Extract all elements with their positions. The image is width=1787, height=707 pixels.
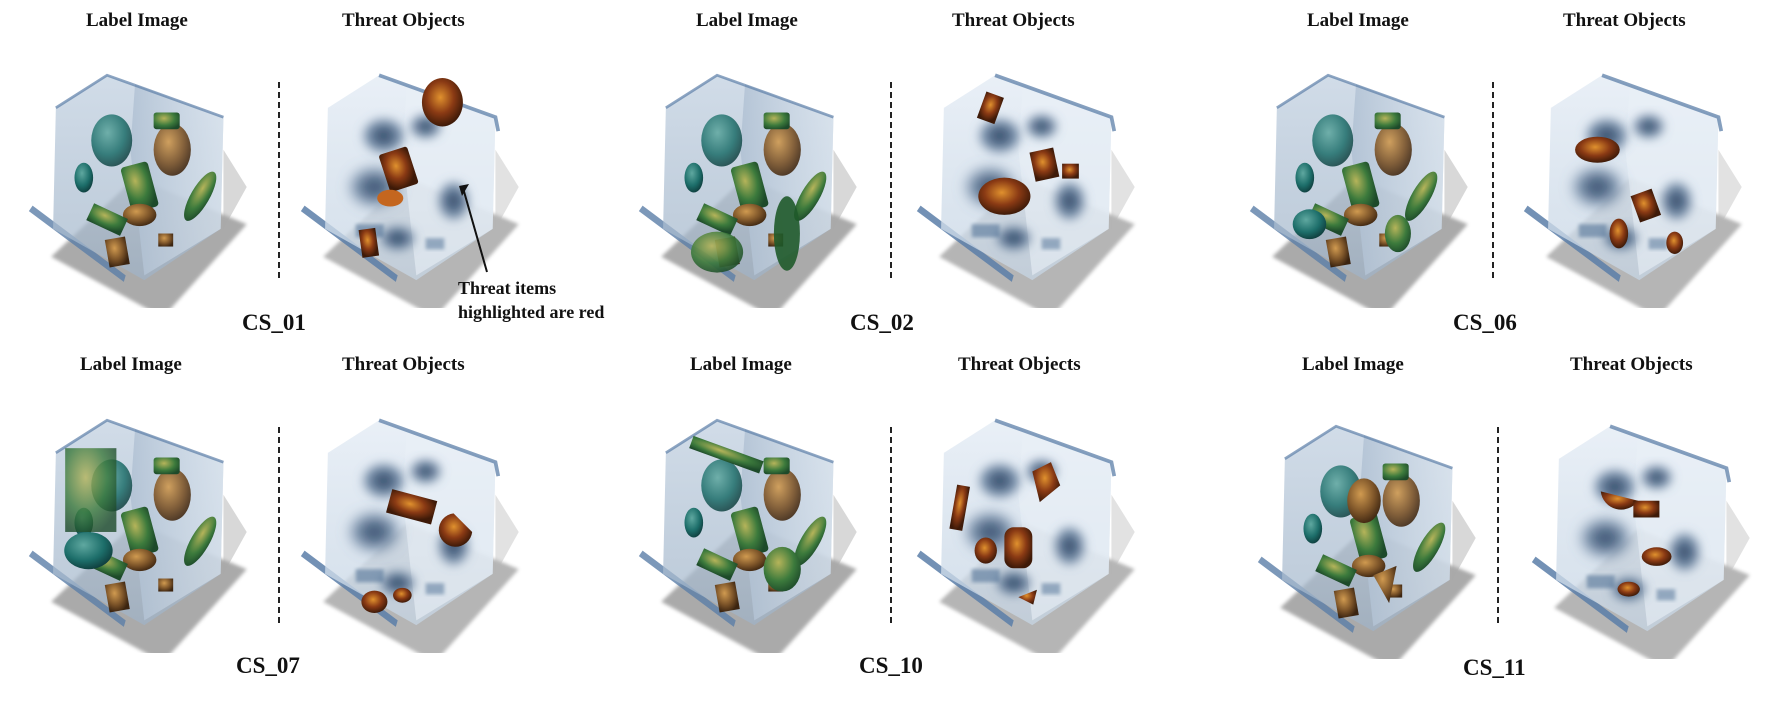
threat-item	[361, 590, 388, 613]
dashed-divider	[1497, 427, 1499, 623]
threat-objects-render	[898, 38, 1148, 308]
case-panel-cs06: Label Image Threat Objects CS_06	[1195, 0, 1785, 350]
threat-objects-title: Threat Objects	[342, 354, 465, 375]
case-panel-cs11: Label Image Threat Objects CS_11	[1195, 345, 1785, 695]
threat-item	[1666, 231, 1684, 254]
case-id: CS_11	[1463, 655, 1526, 680]
threat-objects-render	[898, 383, 1148, 653]
annotation-line-2: highlighted are red	[458, 302, 605, 322]
threat-item	[1029, 147, 1060, 182]
dashed-divider	[278, 82, 280, 278]
threat-item	[1032, 462, 1061, 503]
label-image-title: Label Image	[80, 354, 182, 375]
annotation-note: Threat items highlighted are red	[458, 276, 604, 324]
threat-item	[1630, 188, 1662, 223]
threat-item	[393, 587, 412, 603]
threat-item	[1575, 136, 1620, 163]
threat-item	[1018, 589, 1037, 605]
threat-objects-title: Threat Objects	[1563, 10, 1686, 31]
threat-objects-render	[282, 383, 532, 653]
threat-item	[1004, 527, 1033, 569]
threat-item	[978, 177, 1031, 215]
threat-item	[1641, 547, 1672, 566]
label-image-render	[1239, 389, 1489, 659]
dashed-divider	[890, 82, 892, 278]
threat-objects-render	[1505, 38, 1755, 308]
threat-item	[377, 189, 404, 207]
threat-item	[976, 91, 1004, 125]
annotation-arrow	[459, 184, 488, 273]
case-id: CS_10	[859, 653, 923, 678]
annotation-line-1: Threat items	[458, 278, 557, 298]
threat-item	[1600, 491, 1638, 510]
threat-objects-title: Threat Objects	[1570, 354, 1693, 375]
threat-item	[974, 537, 997, 564]
label-image-title: Label Image	[696, 10, 798, 31]
threat-item	[379, 146, 419, 192]
label-image-title: Label Image	[86, 10, 188, 31]
label-image-render	[1231, 38, 1481, 308]
threat-item	[949, 484, 970, 531]
label-image-render	[10, 38, 260, 308]
threat-item	[1617, 581, 1640, 597]
threat-item	[1062, 163, 1079, 179]
label-image-title: Label Image	[1302, 354, 1404, 375]
case-id: CS_06	[1453, 310, 1517, 335]
label-image-render	[620, 38, 870, 308]
case-panel-cs02: Label Image Threat Objects CS_02	[610, 0, 1200, 350]
case-id: CS_01	[242, 310, 306, 335]
threat-item	[1633, 500, 1660, 518]
label-image-title: Label Image	[1307, 10, 1409, 31]
label-image-render	[10, 383, 260, 653]
label-image-render	[620, 383, 870, 653]
threat-objects-title: Threat Objects	[952, 10, 1075, 31]
threat-objects-render	[1513, 389, 1763, 659]
dashed-divider	[1492, 82, 1494, 278]
dashed-divider	[278, 427, 280, 623]
threat-objects-render	[282, 38, 532, 308]
case-id: CS_07	[236, 653, 300, 678]
threat-item	[386, 489, 438, 525]
dashed-divider	[890, 427, 892, 623]
label-image-title: Label Image	[690, 354, 792, 375]
case-panel-cs01: Label Image Threat Objects Threat items …	[0, 0, 604, 350]
threat-item	[358, 227, 380, 258]
threat-item	[1609, 218, 1629, 249]
threat-objects-title: Threat Objects	[958, 354, 1081, 375]
case-panel-cs07: Label Image Threat Objects CS_07	[0, 345, 590, 695]
threat-item	[421, 78, 463, 127]
case-id: CS_02	[850, 310, 914, 335]
threat-item	[438, 513, 473, 547]
case-panel-cs10: Label Image Threat Objects CS_10	[610, 345, 1200, 695]
threat-objects-title: Threat Objects	[342, 10, 465, 31]
